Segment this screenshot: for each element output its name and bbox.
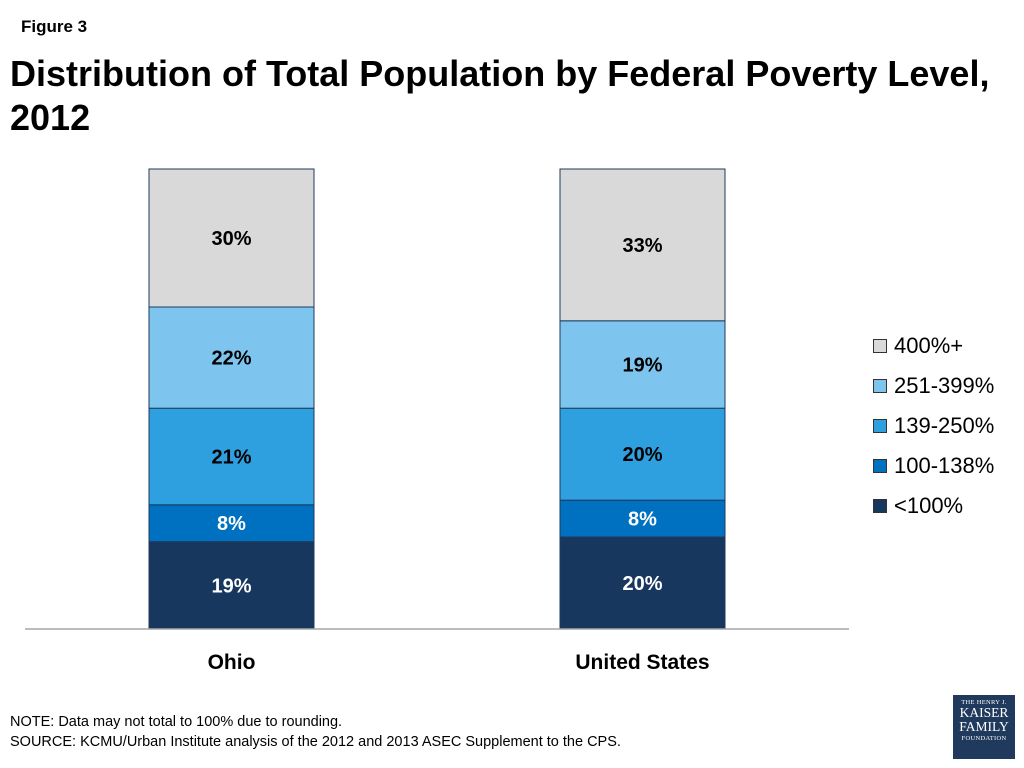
legend-label: 139-250% [894,413,995,438]
category-label: United States [575,651,709,674]
logo-line-1: THE HENRY J. [961,699,1007,706]
bar-segment [559,536,726,630]
bar-segment [559,320,726,409]
category-label: Ohio [208,651,256,674]
data-label: 8% [628,509,657,531]
data-label: 19% [622,355,662,377]
legend-label: 400%+ [894,333,964,358]
legend-label: 100-138% [894,453,995,478]
data-label: 21% [211,447,251,469]
legend-item: 100-138% [873,446,994,486]
bar-segment [148,541,315,630]
bar-segment [559,407,726,501]
legend: 400%+ 251-399% 139-250% 100-138% <100% [873,326,994,526]
legend-item: <100% [873,486,994,526]
legend-item: 251-399% [873,366,994,406]
data-label: 20% [622,573,662,595]
bar-segment [148,504,315,543]
legend-item: 139-250% [873,406,994,446]
bars-group: 19% 8% 21% 22% 30% 20% 8% 20% 19% 33% [148,168,726,630]
bar-segment [559,499,726,538]
bar-segment [148,407,315,506]
data-label: 22% [211,348,251,370]
footnote: NOTE: Data may not total to 100% due to … [10,712,621,752]
logo-line-2: KAISER [959,705,1009,720]
logo-line-4: FOUNDATION [961,735,1007,742]
data-label: 19% [211,575,251,597]
data-label: 33% [622,235,662,257]
legend-item: 400%+ [873,326,994,366]
data-label: 20% [622,444,662,466]
category-labels: Ohio United States [208,651,710,674]
legend-label: <100% [894,493,964,518]
data-label: 30% [211,228,251,250]
legend-swatch [873,499,887,513]
kff-logo: THE HENRY J. KAISER FAMILY FOUNDATION [953,695,1015,759]
bar-segment [559,168,726,322]
legend-swatch [873,339,887,353]
bar-segment [148,168,315,308]
legend-swatch [873,419,887,433]
source-text: SOURCE: KCMU/Urban Institute analysis of… [10,734,621,750]
legend-swatch [873,459,887,473]
legend-label: 251-399% [894,373,995,398]
chart-title: Distribution of Total Population by Fede… [10,53,990,138]
logo-line-3: FAMILY [959,719,1009,734]
legend-swatch [873,379,887,393]
note-text: NOTE: Data may not total to 100% due to … [10,714,343,730]
figure-label: Figure 3 [21,17,88,36]
data-label: 8% [217,513,246,535]
